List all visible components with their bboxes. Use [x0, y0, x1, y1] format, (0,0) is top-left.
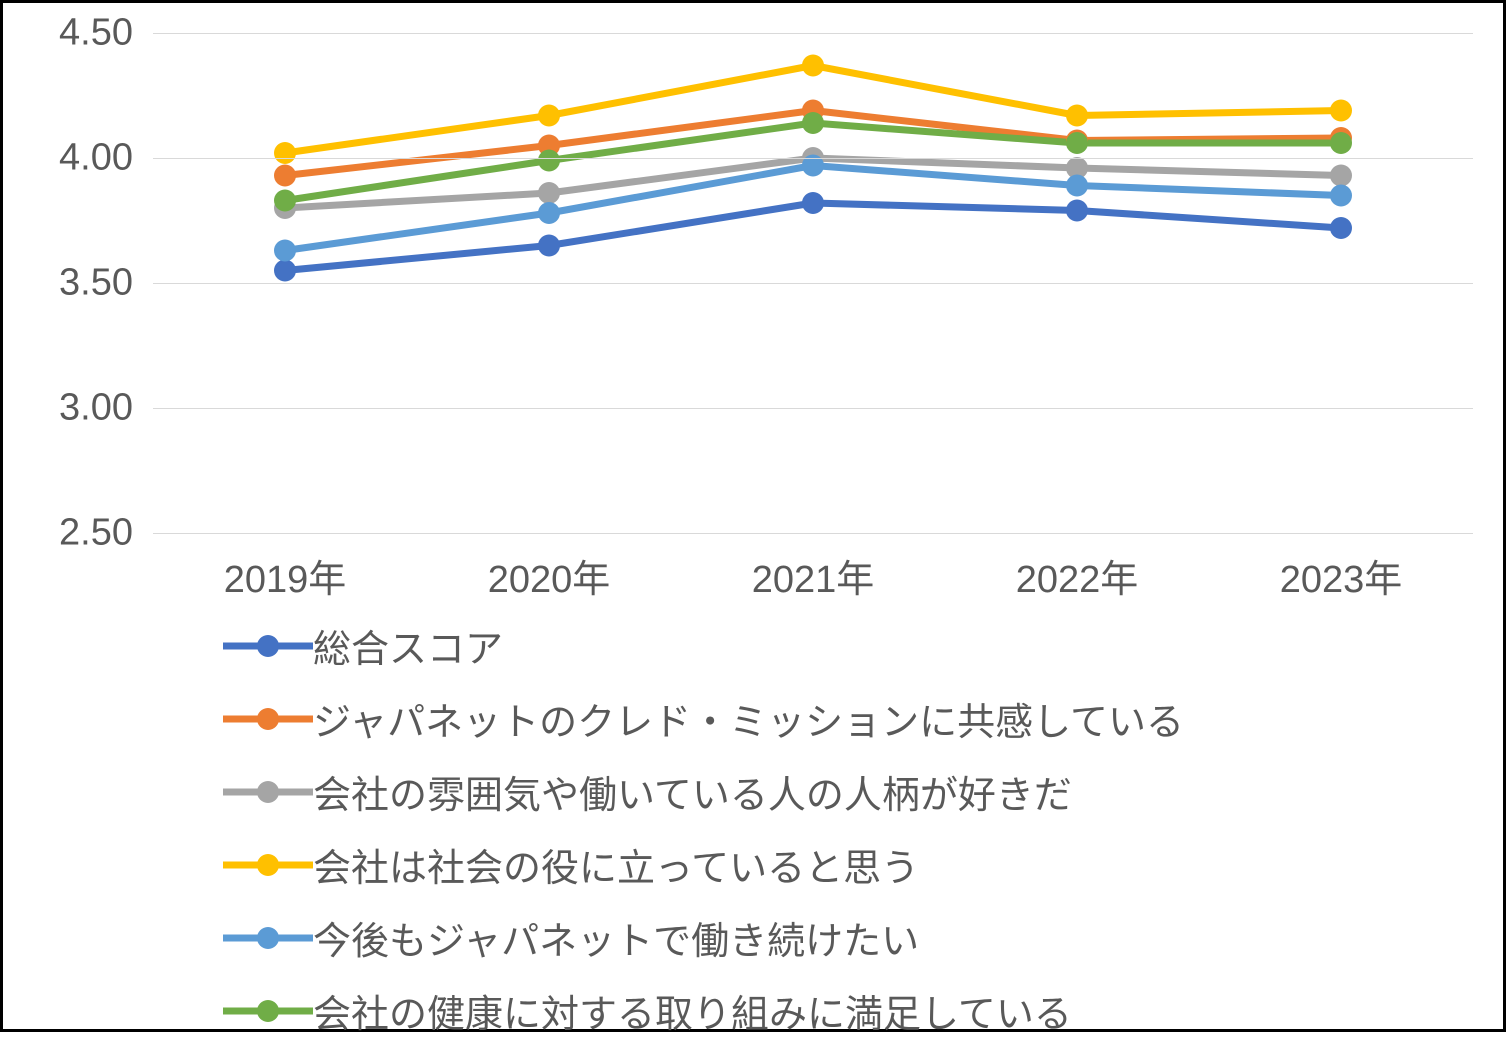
- series-marker-overall: [802, 192, 824, 214]
- series-marker-credo: [274, 165, 296, 187]
- x-axis-tick-label: 2023年: [1280, 548, 1403, 603]
- legend-marker-icon: [257, 1000, 279, 1022]
- series-marker-overall: [1066, 200, 1088, 222]
- gridline: [153, 283, 1473, 284]
- series-marker-society: [274, 142, 296, 164]
- legend: 総合スコアジャパネットのクレド・ミッションに共感している会社の雰囲気や働いている…: [223, 618, 1184, 1038]
- legend-row-overall: 総合スコア: [223, 618, 1184, 673]
- legend-row-continue: 今後もジャパネットで働き続けたい: [223, 910, 1184, 965]
- legend-marker-icon: [257, 708, 279, 730]
- x-axis-tick-label: 2020年: [488, 548, 611, 603]
- y-axis-tick-label: 3.50: [59, 262, 133, 305]
- x-axis-tick-label: 2022年: [1016, 548, 1139, 603]
- y-axis-tick-label: 4.00: [59, 137, 133, 180]
- series-marker-overall: [274, 260, 296, 282]
- y-axis-tick-label: 4.50: [59, 12, 133, 55]
- legend-marker-icon: [257, 854, 279, 876]
- series-marker-continue: [538, 202, 560, 224]
- gridline: [153, 408, 1473, 409]
- legend-swatch: [223, 918, 313, 958]
- legend-swatch: [223, 772, 313, 812]
- series-marker-health: [538, 150, 560, 172]
- legend-label: 今後もジャパネットで働き続けたい: [313, 910, 919, 965]
- chart-container: 2.50 3.00 3.50 4.00 4.50 2019年 2020年 2021年 2022年…: [0, 0, 1506, 1032]
- gridline: [153, 533, 1473, 534]
- series-marker-atmosphere: [1330, 165, 1352, 187]
- series-marker-health: [274, 190, 296, 212]
- series-marker-health: [802, 112, 824, 134]
- y-axis-tick-label: 2.50: [59, 512, 133, 555]
- legend-row-society: 会社は社会の役に立っていると思う: [223, 837, 1184, 892]
- legend-marker-icon: [257, 781, 279, 803]
- series-marker-society: [1066, 105, 1088, 127]
- legend-row-health: 会社の健康に対する取り組みに満足している: [223, 983, 1184, 1038]
- legend-swatch: [223, 845, 313, 885]
- series-marker-health: [1066, 132, 1088, 154]
- series-marker-overall: [538, 235, 560, 257]
- legend-marker-icon: [257, 927, 279, 949]
- legend-label: 総合スコア: [313, 618, 503, 673]
- series-marker-atmosphere: [538, 182, 560, 204]
- legend-swatch: [223, 991, 313, 1031]
- legend-label: 会社の雰囲気や働いている人の人柄が好きだ: [313, 764, 1072, 819]
- series-marker-continue: [274, 240, 296, 262]
- series-marker-overall: [1330, 217, 1352, 239]
- series-marker-society: [1330, 100, 1352, 122]
- legend-label: 会社の健康に対する取り組みに満足している: [313, 983, 1072, 1038]
- gridline: [153, 158, 1473, 159]
- gridline: [153, 33, 1473, 34]
- series-marker-society: [538, 105, 560, 127]
- legend-label: ジャパネットのクレド・ミッションに共感している: [313, 691, 1184, 746]
- legend-swatch: [223, 699, 313, 739]
- series-marker-continue: [1330, 185, 1352, 207]
- legend-swatch: [223, 626, 313, 666]
- x-axis-tick-label: 2021年: [752, 548, 875, 603]
- series-marker-health: [1330, 132, 1352, 154]
- y-axis-tick-label: 3.00: [59, 387, 133, 430]
- plot-area: 2.503.003.504.004.502019年2020年2021年2022年…: [153, 33, 1473, 533]
- legend-row-atmosphere: 会社の雰囲気や働いている人の人柄が好きだ: [223, 764, 1184, 819]
- x-axis-tick-label: 2019年: [224, 548, 347, 603]
- legend-label: 会社は社会の役に立っていると思う: [313, 837, 919, 892]
- legend-row-credo: ジャパネットのクレド・ミッションに共感している: [223, 691, 1184, 746]
- legend-marker-icon: [257, 635, 279, 657]
- series-marker-society: [802, 55, 824, 77]
- series-marker-continue: [1066, 175, 1088, 197]
